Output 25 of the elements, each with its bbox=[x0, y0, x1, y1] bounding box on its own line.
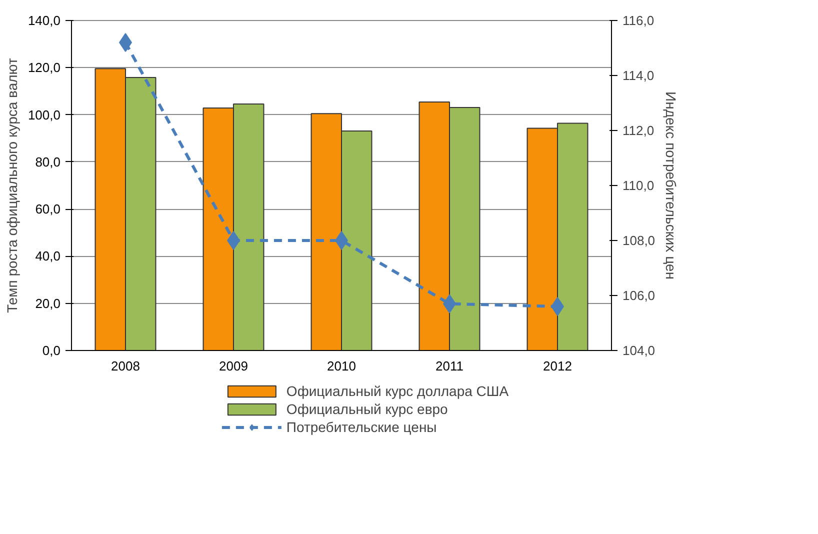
y2-tick-label: 106,0 bbox=[622, 288, 656, 303]
y2-tick-label: 110,0 bbox=[622, 178, 654, 193]
y-tick-label: 20,0 bbox=[35, 296, 61, 311]
y2-tick-label: 116,0 bbox=[622, 13, 654, 28]
y2-tick-label: 114,0 bbox=[622, 68, 654, 83]
x-tick-label: 2010 bbox=[327, 358, 356, 374]
y-tick-label: 60,0 bbox=[35, 202, 61, 217]
y2-tick-label: 112,0 bbox=[622, 123, 654, 138]
y-tick-label: 100,0 bbox=[28, 107, 61, 122]
legend-label: Официальный курс евро bbox=[286, 401, 448, 417]
y-axis-title: Темп роста официального курса валют bbox=[4, 58, 20, 313]
legend-label: Потребительские цены bbox=[286, 419, 437, 435]
y-tick-label: 140,0 bbox=[28, 13, 61, 28]
y-tick-label: 80,0 bbox=[35, 154, 61, 170]
y2-tick-label: 108,0 bbox=[622, 233, 656, 248]
y2-axis-title: Индекс потребительских цен bbox=[663, 92, 680, 280]
legend-label: Официальный курс доллара США bbox=[286, 383, 509, 399]
y-tick-label: 120,0 bbox=[28, 60, 61, 76]
x-tick-label: 2011 bbox=[436, 358, 464, 374]
y-tick-label: 40,0 bbox=[35, 248, 61, 264]
y2-tick-label: 104,0 bbox=[622, 343, 656, 358]
x-tick-label: 2009 bbox=[219, 358, 248, 374]
x-tick-label: 2008 bbox=[111, 358, 140, 374]
x-tick-label: 2012 bbox=[543, 358, 572, 374]
y-tick-label: 0,0 bbox=[42, 343, 61, 358]
